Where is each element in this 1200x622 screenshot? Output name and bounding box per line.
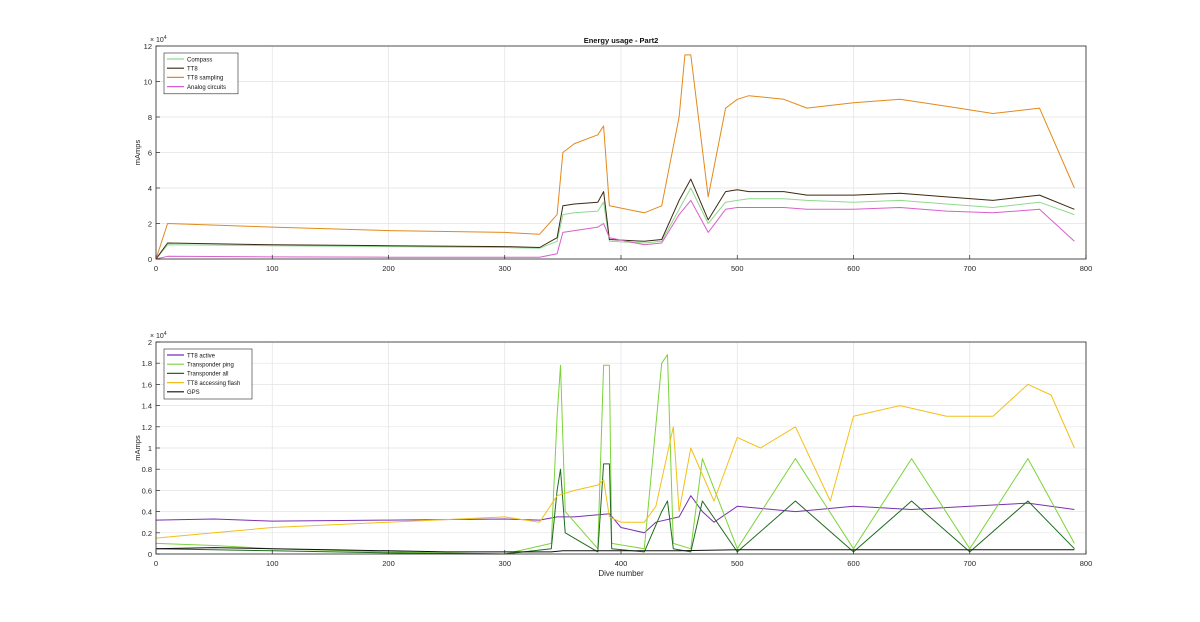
x-tick-label: 800: [1080, 559, 1093, 568]
y-axis-label: mAmps: [133, 140, 142, 166]
legend-label: TT8: [187, 67, 198, 73]
y-tick-label: 10: [144, 78, 152, 87]
x-tick-label: 400: [615, 264, 628, 273]
x-tick-label: 700: [963, 264, 976, 273]
legend-label: Transponder all: [187, 372, 228, 378]
series-line-gps: [155, 547, 1075, 553]
legend-label: Compass: [187, 57, 212, 63]
y-tick-label: 1.4: [142, 402, 152, 411]
x-tick-label: 600: [847, 264, 860, 273]
y-tick-label: 1.8: [142, 359, 152, 368]
series-line-tt8-sampling: [155, 54, 1075, 260]
series-line-compass: [155, 187, 1075, 260]
y-tick-label: 1: [148, 444, 152, 453]
y-tick-label: 0: [148, 550, 152, 559]
chart-1: 0 100 200 300 400 500 600 700 800 0 2 4 6 8 10 12× 104 E…: [133, 35, 1092, 273]
y-tick-label: 1.6: [142, 380, 152, 389]
chart-2: 0 100 200 300 400 500 600 700 800 0 0.2 0.4 0.6 0.8 1 1…: [133, 331, 1092, 578]
x-tick-label: 200: [382, 264, 395, 273]
chart-title: Energy usage - Part2: [584, 36, 659, 45]
y-tick-label: 12: [144, 42, 152, 51]
x-tick-label: 0: [154, 559, 158, 568]
series-line-tt8-accessing-flash: [155, 383, 1075, 539]
y-tick-label: 0.4: [142, 508, 152, 517]
legend-label: TT8 active: [187, 353, 216, 359]
x-tick-label: 100: [266, 264, 279, 273]
y-exponent-label: × 104: [150, 35, 167, 44]
x-tick-label: 300: [498, 559, 511, 568]
series-line-tt8: [155, 178, 1075, 260]
x-tick-label: 500: [731, 264, 744, 273]
legend-label: Transponder ping: [187, 363, 234, 369]
y-axis-label: mAmps: [133, 435, 142, 461]
legend-label: GPS: [187, 390, 200, 396]
y-exponent-power: 4: [164, 331, 167, 337]
x-tick-label: 200: [382, 559, 395, 568]
x-tick-label: 800: [1080, 264, 1093, 273]
x-tick-label: 600: [847, 559, 860, 568]
y-tick-label: 8: [148, 113, 152, 122]
legend-label: Analog circuits: [187, 85, 226, 91]
series-line-analog-circuits: [155, 199, 1075, 260]
legend-label: TT8 accessing flash: [187, 381, 240, 387]
x-axis-label: Dive number: [598, 569, 644, 578]
legend: TT8 active Transponder ping Transponder al…: [163, 348, 253, 400]
x-tick-label: 400: [615, 559, 628, 568]
x-tick-label: 700: [963, 559, 976, 568]
x-tick-label: 100: [266, 559, 279, 568]
y-tick-label: 0.8: [142, 465, 152, 474]
x-tick-label: 300: [498, 264, 511, 273]
y-tick-label: 0: [148, 255, 152, 264]
legend-label: TT8 sampling: [187, 76, 223, 82]
legend-box: [163, 52, 239, 95]
x-tick-label: 0: [154, 264, 158, 273]
y-tick-label: 2: [148, 220, 152, 229]
y-tick-label: 6: [148, 149, 152, 158]
y-tick-label: 4: [148, 184, 152, 193]
y-tick-label: 2: [148, 338, 152, 347]
y-exponent-label: × 104: [150, 331, 167, 340]
y-tick-label: 0.2: [142, 529, 152, 538]
y-exponent-power: 4: [164, 35, 167, 41]
x-tick-label: 500: [731, 559, 744, 568]
series-line-tt8-active: [155, 495, 1075, 534]
y-tick-label: 0.6: [142, 486, 152, 495]
y-tick-label: 1.2: [142, 423, 152, 432]
legend: Compass TT8 TT8 sampling Analog circuits: [163, 52, 239, 95]
